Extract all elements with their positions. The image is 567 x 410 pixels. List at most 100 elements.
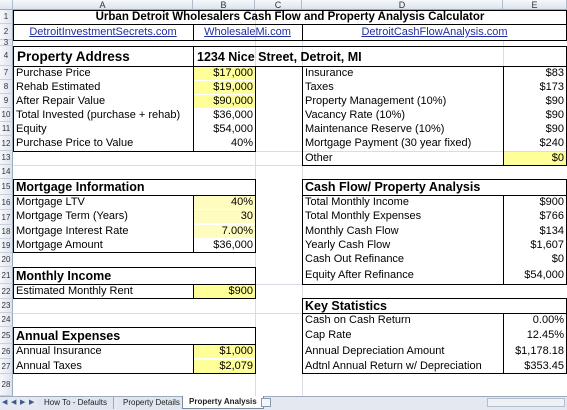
rehab-estimated-input[interactable]: $19,000: [194, 81, 255, 94]
other-label: Other: [305, 152, 333, 164]
column-header-e[interactable]: E: [503, 0, 567, 10]
tab-nav-prev-icon[interactable]: ◀: [11, 399, 17, 406]
row-header[interactable]: 21: [0, 267, 13, 284]
row-header[interactable]: 24: [0, 313, 13, 327]
mortgage-payment-value[interactable]: $240: [539, 137, 564, 149]
sheet-tab-property-details[interactable]: Property Details: [117, 397, 187, 409]
row-header[interactable]: 12: [0, 136, 13, 151]
equity-label: Equity: [16, 123, 47, 135]
link-wholesale-mi[interactable]: WholesaleMi.com: [204, 26, 291, 38]
row-header[interactable]: 10: [0, 108, 13, 122]
link-divider: [302, 24, 303, 40]
monthly-cash-flow-label: Monthly Cash Flow: [305, 225, 399, 237]
property-management-label: Property Management (10%): [305, 95, 447, 107]
row-header[interactable]: 1: [0, 10, 13, 24]
maintenance-reserve-value[interactable]: $90: [545, 123, 564, 135]
row-header[interactable]: 9: [0, 94, 13, 108]
row-header[interactable]: 11: [0, 122, 13, 136]
column-header-c[interactable]: C: [255, 0, 302, 10]
purchase-price-input[interactable]: $17,000: [194, 67, 255, 80]
cash-on-cash-return-value[interactable]: 0.00%: [532, 314, 564, 326]
yearly-cash-flow-value[interactable]: $1,607: [530, 239, 564, 251]
row-header[interactable]: 27: [0, 359, 13, 374]
cap-rate-label: Cap Rate: [305, 329, 352, 341]
other-input[interactable]: $0: [504, 152, 566, 165]
annual-depreciation-value[interactable]: $1,178.18: [515, 345, 564, 357]
mortgage-interest-rate-input[interactable]: 7.00%: [194, 225, 255, 238]
tab-nav-first-icon[interactable]: ◀: [2, 399, 8, 406]
vacancy-rate-value[interactable]: $90: [545, 109, 564, 121]
mortgage-ltv-label: Mortgage LTV: [16, 196, 85, 208]
row-header[interactable]: 22: [0, 284, 13, 299]
row-header[interactable]: 18: [0, 225, 13, 239]
row-header[interactable]: 15: [0, 179, 13, 195]
row-header[interactable]: 26: [0, 344, 13, 359]
total-invested-value[interactable]: $36,000: [213, 109, 253, 121]
total-monthly-expenses-value[interactable]: $766: [539, 210, 564, 222]
link-divider: [193, 24, 194, 40]
row-header[interactable]: 4: [0, 46, 13, 66]
mortgage-term-label: Mortgage Term (Years): [16, 210, 128, 222]
column-header-d[interactable]: D: [302, 0, 503, 10]
equity-value[interactable]: $54,000: [213, 123, 253, 135]
taxes-value[interactable]: $173: [539, 81, 564, 93]
rehab-estimated-label: Rehab Estimated: [16, 81, 101, 93]
purchase-price-to-value-value[interactable]: 40%: [230, 137, 253, 149]
purchase-price-label: Purchase Price: [16, 67, 91, 79]
total-monthly-income-value[interactable]: $900: [539, 196, 564, 208]
row-header[interactable]: 14: [0, 165, 13, 179]
annual-insurance-label: Annual Insurance: [16, 345, 102, 357]
annual-taxes-input[interactable]: $2,079: [194, 360, 255, 373]
link-detroit-cashflow-analysis[interactable]: DetroitCashFlowAnalysis.com: [361, 26, 508, 38]
purchase-price-to-value-label: Purchase Price to Value: [16, 137, 134, 149]
mortgage-term-input[interactable]: 30: [194, 210, 255, 223]
select-all-corner[interactable]: [0, 0, 13, 10]
sheet-tab-how-to-defaults[interactable]: How To - Defaults: [38, 397, 114, 409]
tab-nav-last-icon[interactable]: ▶: [29, 399, 35, 406]
sheet-tab-property-analysis[interactable]: Property Analysis: [182, 396, 264, 409]
yearly-cash-flow-label: Yearly Cash Flow: [305, 239, 391, 251]
mortgage-ltv-input[interactable]: 40%: [194, 196, 255, 209]
additional-annual-return-value[interactable]: $353.45: [524, 360, 564, 372]
table-col-divider: [503, 195, 504, 285]
row-header[interactable]: 16: [0, 195, 13, 210]
row-header[interactable]: 20: [0, 253, 13, 267]
column-header-a[interactable]: A: [13, 0, 193, 10]
horizontal-scrollbar[interactable]: [487, 398, 565, 407]
row-header[interactable]: 19: [0, 239, 13, 253]
estimated-monthly-rent-input[interactable]: $900: [194, 285, 255, 298]
annual-depreciation-label: Annual Depreciation Amount: [305, 345, 445, 357]
table-col-divider: [503, 66, 504, 166]
row-header[interactable]: 8: [0, 80, 13, 94]
taxes-label: Taxes: [305, 81, 334, 93]
equity-after-refinance-value[interactable]: $54,000: [524, 269, 564, 281]
monthly-cash-flow-value[interactable]: $134: [539, 225, 564, 237]
row-header[interactable]: 17: [0, 210, 13, 225]
sheet-title: Urban Detroit Wholesalers Cash Flow and …: [95, 11, 485, 23]
annual-insurance-input[interactable]: $1,000: [194, 345, 255, 358]
after-repair-value-input[interactable]: $90,000: [194, 95, 255, 108]
property-address-value[interactable]: 1234 Nice Street, Detroit, MI: [197, 50, 362, 64]
insurance-label: Insurance: [305, 67, 354, 79]
link-detroit-investment-secrets[interactable]: DetroitInvestmentSecrets.com: [29, 26, 177, 38]
row-header[interactable]: 28: [0, 374, 13, 396]
cash-out-refinance-value[interactable]: $0: [551, 253, 564, 265]
after-repair-value-label: After Repair Value: [16, 95, 106, 107]
row-header[interactable]: 25: [0, 327, 13, 344]
row-header[interactable]: 2: [0, 24, 13, 40]
row-header[interactable]: 13: [0, 151, 13, 165]
table-row-divider: [13, 344, 256, 345]
annual-taxes-label: Annual Taxes: [16, 360, 82, 372]
row-header[interactable]: 7: [0, 66, 13, 80]
mortgage-amount-value[interactable]: $36,000: [213, 239, 253, 251]
cap-rate-value[interactable]: 12.45%: [526, 329, 564, 341]
property-management-value[interactable]: $90: [545, 95, 564, 107]
row-header[interactable]: 3: [0, 39, 13, 47]
insurance-value[interactable]: $83: [545, 67, 564, 79]
column-header-b[interactable]: B: [193, 0, 255, 10]
table-row-divider: [302, 313, 567, 314]
mortgage-interest-rate-label: Mortgage Interest Rate: [16, 225, 129, 237]
row-header[interactable]: 23: [0, 299, 13, 313]
insert-sheet-icon[interactable]: [261, 398, 271, 407]
tab-nav-next-icon[interactable]: ▶: [20, 399, 26, 406]
